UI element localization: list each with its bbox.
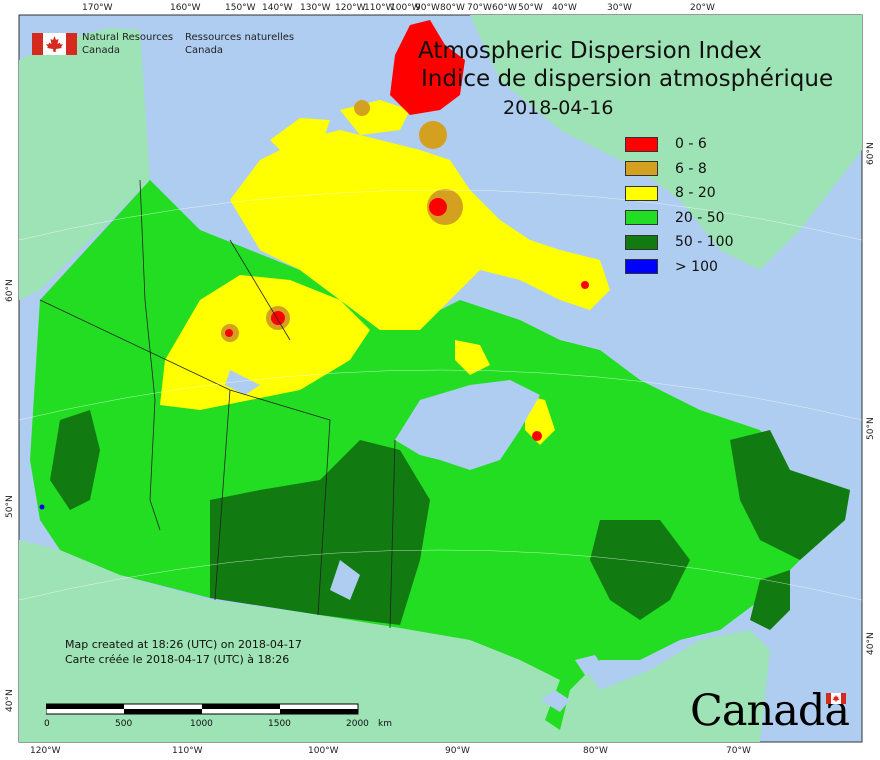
top-lon-label: 60°W <box>492 3 517 13</box>
right-lat-label: 50°N <box>866 417 876 440</box>
left-lat-label: 60°N <box>5 279 15 302</box>
top-lon-label: 80°W <box>440 3 465 13</box>
province-borders <box>39 179 396 629</box>
graticule <box>18 189 863 601</box>
hudson-bay <box>395 380 540 470</box>
map-title-en: Atmospheric Dispersion Index <box>418 38 762 64</box>
top-lon-label: 150°W <box>225 3 256 13</box>
legend-swatch <box>625 234 658 250</box>
top-lon-label: 160°W <box>170 3 201 13</box>
right-lat-label: 40°N <box>866 632 876 655</box>
yellow-zone-hudson <box>455 340 490 375</box>
scale-tick-label: 1500 <box>268 719 291 729</box>
legend-swatch <box>625 210 658 226</box>
top-lon-label: 70°W <box>467 3 492 13</box>
legend-item: 50 - 100 <box>625 230 734 255</box>
bottom-lon-label: 80°W <box>583 746 608 756</box>
agency-name-en: Natural Resources <box>82 32 174 43</box>
top-lon-label: 130°W <box>300 3 331 13</box>
right-lat-label: 60°N <box>866 142 876 165</box>
top-lon-label: 110°W <box>364 3 395 13</box>
left-lat-label: 40°N <box>5 689 15 712</box>
legend-label: 8 - 20 <box>675 185 716 202</box>
legend-item: 0 - 6 <box>625 132 734 157</box>
scale-tick-label: 2000 <box>346 719 369 729</box>
bottom-lon-label: 110°W <box>172 746 203 756</box>
dark-green-zones <box>50 410 850 630</box>
land-outside-canada <box>19 15 862 742</box>
credit-line-fr: Carte créée le 2018-04-17 (UTC) à 18:26 <box>65 653 290 666</box>
legend-item: 20 - 50 <box>625 206 734 231</box>
map-credit: Map created at 18:26 (UTC) on 2018-04-17… <box>65 637 302 667</box>
top-lon-label: 100°W <box>390 3 421 13</box>
legend-label: 20 - 50 <box>675 209 725 226</box>
bottom-lon-label: 90°W <box>445 746 470 756</box>
top-lon-label: 170°W <box>82 3 113 13</box>
canada-flag-icon <box>32 33 77 55</box>
legend: 0 - 6 6 - 8 8 - 20 20 - 50 50 - 100 > 10… <box>625 132 734 279</box>
lakes <box>225 370 605 712</box>
top-lon-label: 90°W <box>415 3 440 13</box>
yellow-zone <box>160 275 370 410</box>
scale-bar-graphic <box>46 703 359 715</box>
scale-tick-label: 0 <box>44 719 50 729</box>
legend-item: > 100 <box>625 255 734 280</box>
map-title-fr: Indice de dispersion atmosphérique <box>421 66 834 92</box>
blue-zone <box>39 504 45 510</box>
agency-name-en-line2: Canada <box>82 45 121 56</box>
top-lon-label: 50°W <box>518 3 543 13</box>
bottom-lon-label: 70°W <box>726 746 751 756</box>
legend-item: 6 - 8 <box>625 157 734 182</box>
legend-label: 6 - 8 <box>675 160 707 177</box>
left-lat-label: 50°N <box>5 495 15 518</box>
canada-wordmark: Canada <box>690 686 850 736</box>
wordmark-text: Canada <box>690 686 850 736</box>
agency-name-fr-line2: Canada <box>185 45 224 56</box>
legend-swatch <box>625 161 658 177</box>
top-lon-label: 20°W <box>690 3 715 13</box>
top-lon-label: 40°W <box>552 3 577 13</box>
bottom-lon-label: 100°W <box>308 746 339 756</box>
credit-line-en: Map created at 18:26 (UTC) on 2018-04-17 <box>65 638 302 651</box>
top-lon-label: 140°W <box>262 3 293 13</box>
bottom-lon-label: 120°W <box>30 746 61 756</box>
legend-item: 8 - 20 <box>625 181 734 206</box>
legend-swatch <box>625 259 658 275</box>
scale-unit-label: km <box>378 719 392 729</box>
scale-tick-label: 500 <box>115 719 133 729</box>
legend-swatch <box>625 136 658 152</box>
top-lon-label: 120°W <box>335 3 366 13</box>
agency-name-fr: Ressources naturelles <box>185 32 295 43</box>
legend-label: 0 - 6 <box>675 136 707 153</box>
scale-tick-label: 1000 <box>190 719 213 729</box>
legend-label: 50 - 100 <box>675 234 734 251</box>
top-lon-label: 30°W <box>607 3 632 13</box>
map-date: 2018-04-16 <box>503 97 614 119</box>
legend-label: > 100 <box>675 258 718 275</box>
legend-swatch <box>625 185 658 201</box>
wordmark-flag-icon <box>826 693 846 704</box>
